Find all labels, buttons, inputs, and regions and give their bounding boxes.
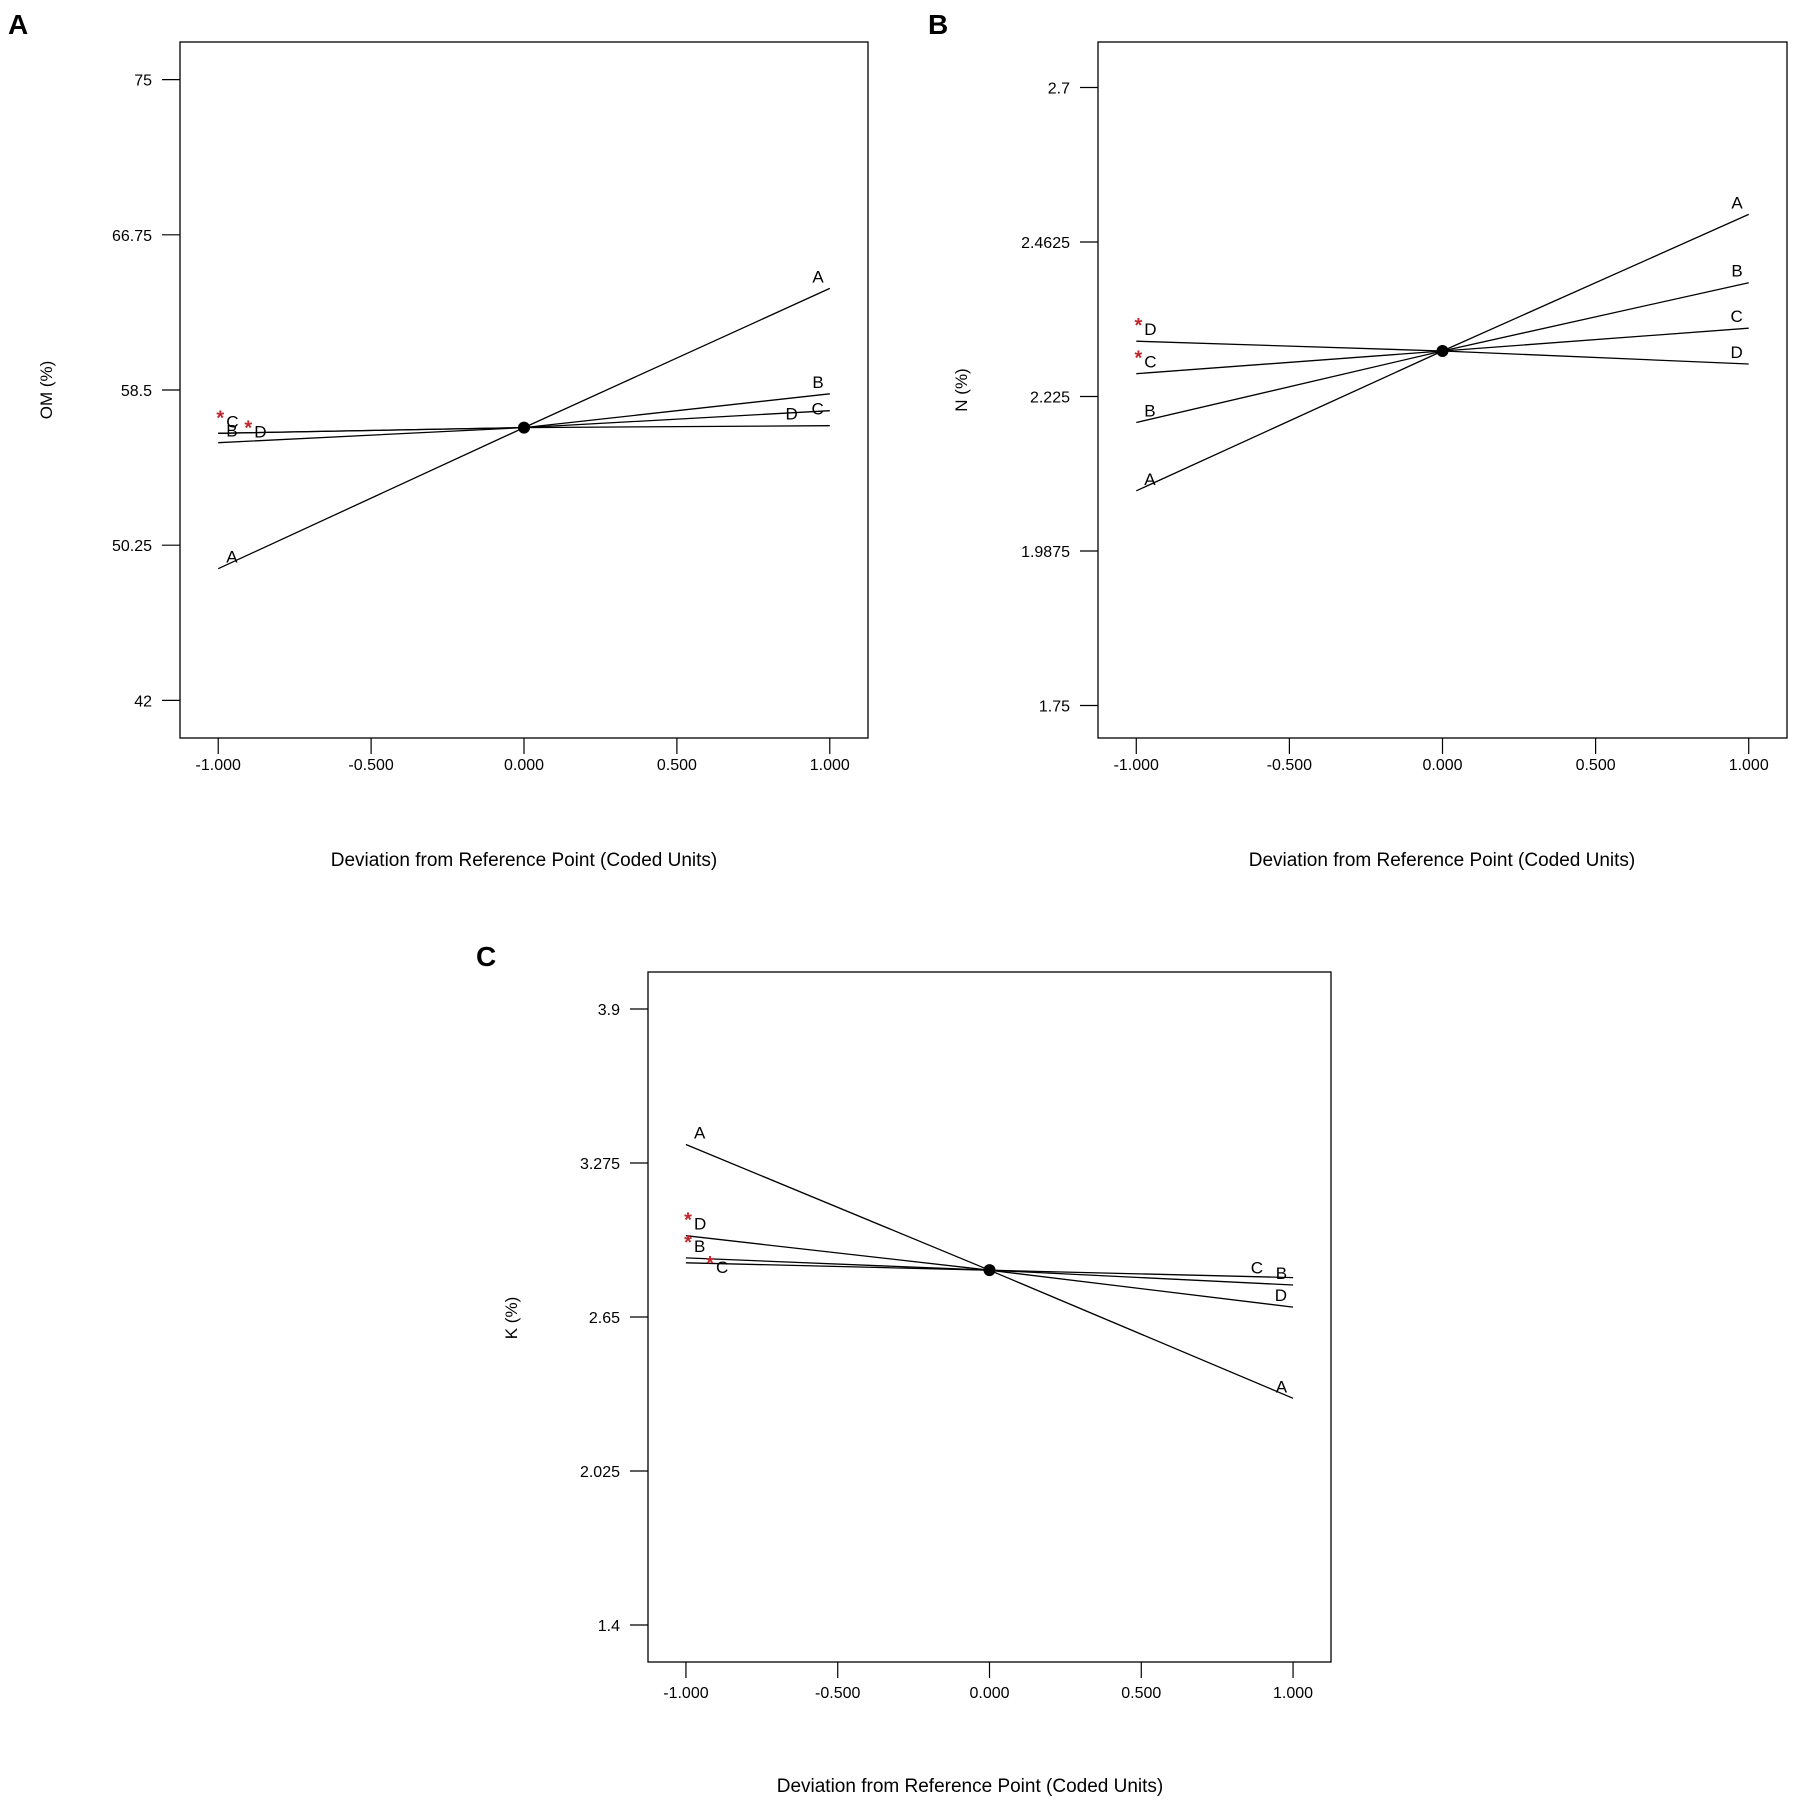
series-label-left-d: D	[254, 422, 266, 441]
y-ticks: 1.4 2.025 2.65 3.275 3.9	[580, 1002, 648, 1635]
y-tick-label: 1.4	[598, 1618, 620, 1635]
panel-label: B	[928, 9, 948, 40]
series-label-left-d: D	[694, 1215, 706, 1234]
x-tick-label: 0.500	[657, 757, 697, 774]
y-tick-label: 1.75	[1039, 698, 1070, 715]
x-tick-label: 1.000	[1273, 1685, 1313, 1702]
plot-frame	[647, 971, 1332, 1663]
reference-point	[518, 421, 530, 434]
y-tick-label: 42	[134, 693, 152, 710]
y-tick-label: 2.025	[580, 1464, 620, 1481]
significance-asterisk: *	[216, 407, 224, 429]
x-tick-label: 0.000	[1422, 757, 1462, 774]
reference-point	[983, 1264, 996, 1277]
significance-asterisk: *	[1134, 348, 1142, 370]
y-axis-label: N (%)	[952, 368, 971, 411]
y-tick-label: 58.5	[121, 383, 152, 400]
x-tick-label: 0.500	[1121, 1685, 1161, 1702]
y-axis-label: K (%)	[502, 1297, 521, 1340]
series-label-right-b: B	[812, 373, 823, 392]
series-label-right-c: C	[811, 400, 823, 419]
x-tick-label: 1.000	[810, 757, 850, 774]
x-tick-label: -0.500	[1267, 757, 1312, 774]
series-label-left-b: B	[226, 422, 237, 441]
series-label-left-b: B	[694, 1237, 705, 1256]
panel-a: A 42 50.25 58.5 66.75 75 -1.000 -0.500 0.000 0.…	[8, 9, 869, 871]
series-label-left-c: C	[716, 1258, 728, 1277]
plot-frame	[1097, 41, 1788, 739]
series-label-right-d: D	[1275, 1286, 1287, 1305]
series-label-left-b: B	[1144, 402, 1155, 421]
panel-c: C 1.4 2.025 2.65 3.275 3.9 -1.000 -0.500 0.000…	[476, 941, 1332, 1797]
y-tick-label: 2.225	[1030, 390, 1070, 407]
y-axis-label: OM (%)	[37, 361, 56, 420]
significance-asterisk: *	[684, 1232, 692, 1254]
series-line-b	[218, 393, 830, 444]
y-tick-label: 66.75	[112, 228, 152, 245]
y-tick-label: 3.9	[598, 1002, 620, 1019]
y-tick-label: 3.275	[580, 1156, 620, 1173]
series-label-left-c: C	[1144, 353, 1156, 372]
x-tick-label: -1.000	[663, 1685, 708, 1702]
significance-asterisk: *	[684, 1210, 692, 1232]
x-tick-label: 1.000	[1729, 757, 1769, 774]
x-tick-label: 0.500	[1576, 757, 1616, 774]
x-ticks: -1.000 -0.500 0.000 0.500 1.000	[663, 1662, 1313, 1702]
significance-asterisk: *	[244, 417, 252, 439]
panel-label: C	[476, 941, 496, 972]
x-tick-label: 0.000	[969, 1685, 1009, 1702]
y-ticks: 42 50.25 58.5 66.75 75	[112, 73, 180, 710]
x-axis-label: Deviation from Reference Point (Coded Un…	[777, 1776, 1164, 1797]
panel-b: B 1.75 1.9875 2.225 2.4625 2.7 -1.000 -0.500 0…	[928, 9, 1788, 871]
series-label-right-b: B	[1276, 1264, 1287, 1283]
y-tick-label: 2.7	[1048, 81, 1070, 98]
x-tick-label: -0.500	[348, 757, 393, 774]
y-tick-label: 2.65	[589, 1310, 620, 1327]
series-label-left-a: A	[226, 548, 238, 567]
significance-asterisk: *	[1134, 315, 1142, 337]
series-label-right-a: A	[1731, 193, 1743, 212]
series-label-right-b: B	[1731, 262, 1742, 281]
series-label-left-d: D	[1144, 320, 1156, 339]
y-ticks: 1.75 1.9875 2.225 2.4625 2.7	[1021, 81, 1098, 715]
y-tick-label: 50.25	[112, 538, 152, 555]
series-label-right-d: D	[1730, 343, 1742, 362]
x-tick-label: -1.000	[196, 757, 241, 774]
reference-point	[1436, 344, 1449, 357]
series-label-left-c: C	[226, 412, 238, 431]
x-ticks: -1.000 -0.500 0.000 0.500 1.000	[1114, 738, 1769, 774]
x-tick-label: 0.000	[504, 757, 544, 774]
series-label-right-c: C	[1251, 1259, 1263, 1278]
y-tick-label: 2.4625	[1021, 235, 1070, 252]
series-label-right-a: A	[1276, 1377, 1288, 1396]
x-axis-label: Deviation from Reference Point (Coded Un…	[331, 850, 718, 871]
panel-label: A	[8, 9, 28, 40]
x-axis-label: Deviation from Reference Point (Coded Un…	[1249, 850, 1636, 871]
x-ticks: -1.000 -0.500 0.000 0.500 1.000	[196, 738, 850, 774]
series-label-right-d: D	[785, 405, 797, 424]
series-labels: AA* BB* C C* DD	[684, 1124, 1288, 1397]
y-tick-label: 75	[134, 73, 152, 90]
plot-frame	[179, 41, 869, 739]
series-label-right-a: A	[812, 267, 824, 286]
series-label-left-a: A	[694, 1124, 706, 1143]
series-label-right-c: C	[1730, 307, 1742, 326]
y-tick-label: 1.9875	[1021, 544, 1070, 561]
significance-asterisk: *	[706, 1253, 714, 1275]
series-label-left-a: A	[1144, 470, 1156, 489]
x-tick-label: -1.000	[1114, 757, 1159, 774]
x-tick-label: -0.500	[815, 1685, 860, 1702]
